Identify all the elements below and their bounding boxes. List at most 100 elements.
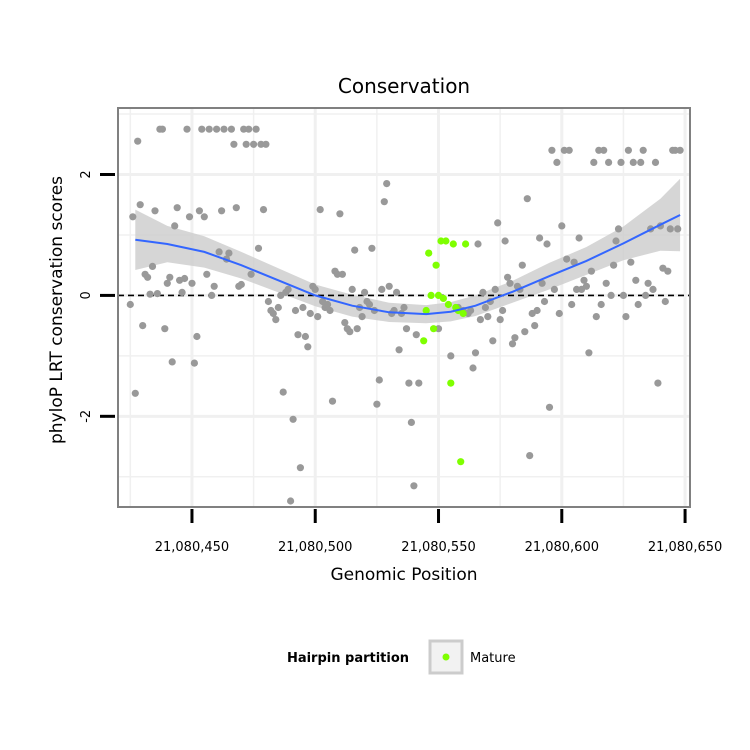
data-point-other — [361, 288, 369, 296]
data-point-other — [304, 343, 312, 351]
data-point-other — [153, 290, 161, 298]
data-point-other — [215, 248, 223, 256]
data-point-other — [181, 274, 189, 283]
data-point-other — [521, 328, 529, 336]
data-point-other — [568, 300, 576, 309]
data-point-other — [479, 288, 487, 296]
legend-key-mature — [442, 653, 450, 661]
data-point-other — [131, 389, 139, 397]
data-point-other — [642, 291, 650, 299]
data-point-other — [402, 325, 411, 333]
data-point-other — [252, 125, 260, 133]
data-point-other — [664, 267, 672, 275]
series-other — [126, 125, 684, 505]
data-point-other — [348, 285, 356, 293]
legend-label-mature: Mature — [470, 651, 516, 666]
series-mature — [420, 237, 470, 466]
data-point-other — [341, 319, 349, 327]
data-point-other — [484, 313, 492, 321]
y-axis-title: phyloP LRT conservation scores — [47, 176, 67, 444]
data-point-other — [602, 279, 610, 287]
data-point-mature — [447, 379, 455, 387]
data-point-other — [338, 270, 346, 278]
data-point-other — [634, 300, 642, 309]
data-point-other — [346, 328, 354, 336]
data-point-mature — [462, 240, 470, 248]
data-point-other — [481, 303, 489, 312]
data-point-mature — [430, 325, 438, 333]
data-point-other — [592, 313, 600, 321]
data-point-other — [518, 261, 526, 269]
data-point-other — [284, 285, 292, 293]
data-point-other — [368, 244, 376, 252]
data-point-other — [526, 452, 534, 460]
panel-border — [117, 107, 691, 508]
data-point-other — [190, 359, 198, 367]
data-point-other — [161, 325, 169, 333]
data-point-other — [324, 300, 332, 309]
data-point-other — [200, 213, 208, 221]
data-point-other — [272, 316, 280, 324]
plot-panel — [117, 107, 691, 508]
data-point-other — [393, 288, 401, 296]
data-point-mature — [427, 291, 435, 299]
data-point-other — [205, 125, 213, 133]
data-point-other — [185, 213, 194, 221]
x-axis: 21,080,450 21,080,500 21,080,550 21,080,600… — [155, 509, 722, 555]
data-point-other — [136, 201, 144, 209]
data-point-other — [148, 262, 157, 270]
y-tick-label: 0 — [79, 291, 94, 299]
data-point-other — [126, 300, 134, 309]
data-point-other — [508, 340, 517, 348]
data-point-other — [545, 403, 554, 411]
data-point-other — [619, 291, 628, 299]
data-point-other — [227, 125, 235, 133]
data-point-other — [499, 306, 507, 315]
data-point-other — [590, 158, 598, 166]
data-point-other — [353, 325, 361, 333]
data-point-other — [649, 285, 657, 293]
data-point-other — [193, 332, 201, 341]
data-point-mature — [432, 261, 440, 269]
x-tick-label: 21,080,600 — [525, 540, 599, 555]
data-point-other — [168, 358, 176, 366]
data-point-other — [447, 352, 455, 360]
data-point-other — [543, 240, 551, 248]
data-point-other — [378, 285, 386, 293]
data-point-other — [365, 300, 374, 309]
data-point-other — [336, 210, 344, 218]
data-point-other — [139, 322, 147, 330]
data-point-other — [580, 276, 588, 284]
data-point-other — [203, 270, 211, 278]
data-point-other — [540, 297, 549, 306]
data-point-other — [582, 282, 591, 290]
confidence-band — [135, 178, 681, 324]
data-point-other — [504, 273, 512, 281]
data-point-other — [230, 140, 238, 148]
data-point-other — [489, 337, 497, 345]
smooth-trend-line — [135, 214, 681, 316]
data-point-other — [144, 273, 152, 281]
data-point-other — [395, 346, 403, 354]
data-point-other — [511, 334, 519, 342]
data-point-other — [358, 313, 366, 321]
data-point-other — [624, 146, 633, 154]
data-point-other — [385, 282, 393, 290]
data-point-mature — [422, 306, 430, 315]
data-point-other — [506, 279, 514, 287]
data-point-mature — [442, 237, 450, 245]
data-point-other — [553, 158, 561, 166]
data-point-other — [208, 291, 216, 299]
data-point-other — [198, 125, 206, 133]
y-tick-label: 2 — [79, 170, 94, 178]
data-point-other — [245, 125, 253, 133]
data-point-other — [467, 306, 475, 315]
data-point-other — [565, 146, 573, 154]
data-point-other — [166, 273, 174, 281]
data-point-other — [612, 237, 620, 245]
data-point-other — [558, 222, 566, 230]
data-point-other — [291, 306, 300, 315]
y-tick-label: -2 — [79, 410, 94, 423]
data-point-other — [129, 213, 137, 221]
